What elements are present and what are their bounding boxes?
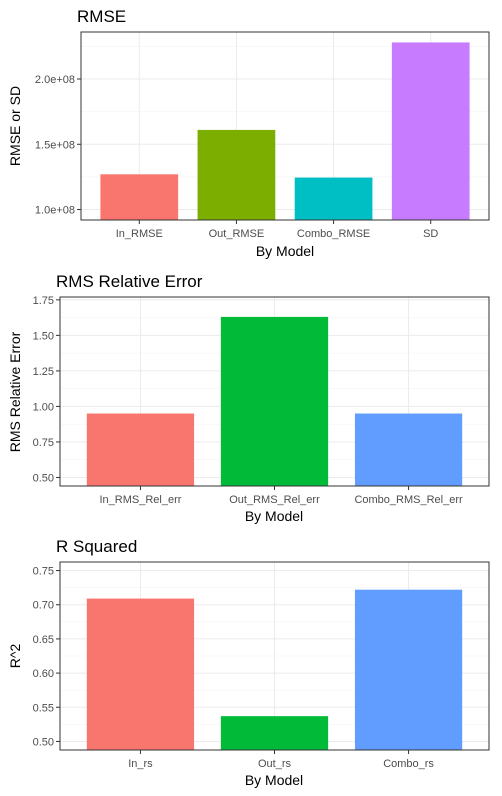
- y-axis-label: RMS Relative Error: [7, 331, 23, 452]
- y-axis-label: R^2: [7, 644, 23, 669]
- x-tick-label: In_rs: [128, 758, 153, 770]
- y-tick-label: 1.00: [33, 401, 54, 413]
- chart-title: RMSE: [77, 7, 126, 26]
- y-tick-label: 0.50: [33, 736, 54, 748]
- x-tick-label: Out_RMSE: [209, 228, 265, 240]
- bar: [220, 316, 329, 486]
- x-axis-label: By Model: [256, 243, 314, 259]
- x-tick-label: Out_RMS_Rel_err: [229, 494, 320, 506]
- x-axis-label: By Model: [245, 508, 303, 524]
- y-axis-ticks: 0.50 0.55 0.60 0.65 0.70 0.75: [33, 566, 60, 748]
- bars: [100, 42, 470, 220]
- x-tick-label: SD: [423, 228, 438, 240]
- y-tick-label: 1.5e+08: [35, 139, 75, 151]
- x-tick-label: In_RMSE: [116, 228, 163, 240]
- y-tick-label: 0.60: [33, 668, 54, 680]
- bar: [220, 716, 329, 750]
- y-tick-label: 0.70: [33, 600, 54, 612]
- x-axis-ticks: In_RMSE Out_RMSE Combo_RMSE SD: [116, 220, 438, 240]
- y-axis-label: RMSE or SD: [7, 86, 23, 166]
- bars: [86, 316, 463, 486]
- x-axis-label: By Model: [245, 772, 303, 788]
- y-tick-label: 0.65: [33, 634, 54, 646]
- x-tick-label: Out_rs: [258, 758, 292, 770]
- bar: [354, 413, 463, 486]
- chart-rms-relative-error: RMS Relative Error 0.50 0.75 1.00 1.25 1.50 1…: [7, 272, 490, 524]
- y-tick-label: 0.75: [33, 566, 54, 578]
- bar: [354, 589, 463, 750]
- chart-title: RMS Relative Error: [56, 272, 203, 291]
- y-tick-label: 2.0e+08: [35, 74, 75, 86]
- bar: [100, 174, 179, 220]
- plot-border: [80, 31, 490, 221]
- x-axis-ticks: In_RMS_Rel_err Out_RMS_Rel_err Combo_RMS_R…: [99, 486, 463, 506]
- x-tick-label: Combo_rs: [383, 758, 434, 770]
- chart-title: R Squared: [56, 537, 137, 556]
- y-tick-label: 1.75: [33, 295, 54, 307]
- bar: [391, 42, 470, 220]
- x-tick-label: Combo_RMS_Rel_err: [354, 494, 463, 506]
- y-tick-label: 1.0e+08: [35, 205, 75, 217]
- x-tick-label: Combo_RMSE: [297, 228, 370, 240]
- bar: [86, 413, 195, 486]
- y-axis-ticks: 0.50 0.75 1.00 1.25 1.50 1.75: [33, 295, 60, 484]
- bars: [86, 589, 463, 750]
- y-tick-label: 0.75: [33, 437, 54, 449]
- y-tick-label: 1.50: [33, 330, 54, 342]
- chart-r-squared: R Squared 0.50 0.55 0.60 0.65 0.70 0.75 In_rs…: [7, 537, 490, 788]
- y-axis-ticks: 1.0e+08 1.5e+08 2.0e+08: [35, 74, 81, 217]
- y-tick-label: 1.25: [33, 366, 54, 378]
- bar: [197, 129, 276, 220]
- x-axis-ticks: In_rs Out_rs Combo_rs: [128, 750, 434, 770]
- x-tick-label: In_RMS_Rel_err: [99, 494, 181, 506]
- bar: [86, 598, 195, 750]
- y-tick-label: 0.55: [33, 702, 54, 714]
- bar: [294, 177, 373, 220]
- chart-rmse: RMSE 1.0e+08 1.5e+08 2.0e+08 In_RMSE Out_RM…: [7, 7, 490, 259]
- y-tick-label: 0.50: [33, 472, 54, 484]
